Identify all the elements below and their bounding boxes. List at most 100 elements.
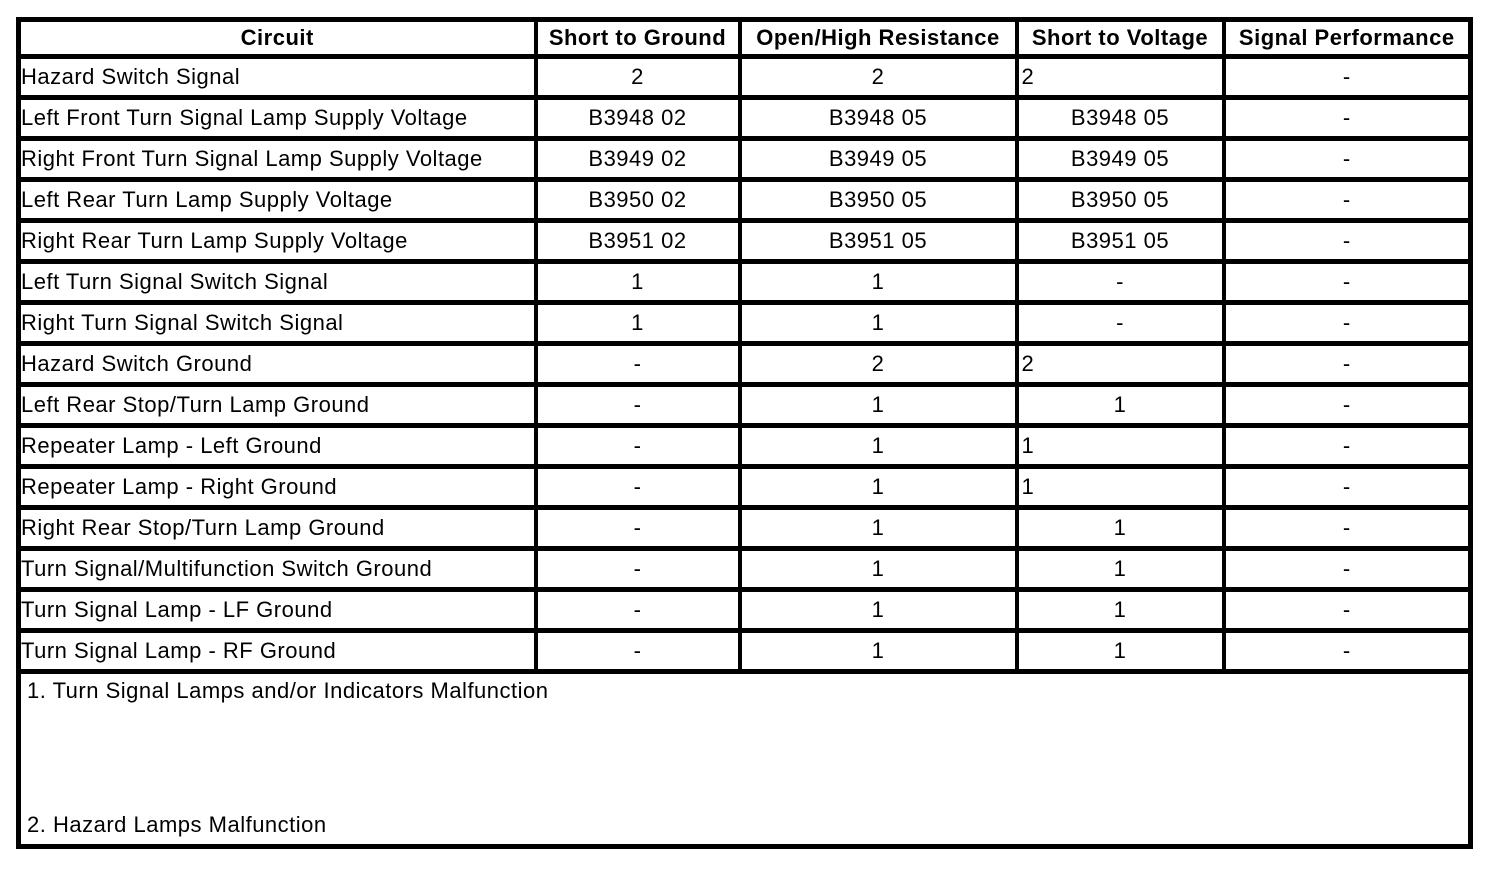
value-cell-signal-performance: - xyxy=(1221,546,1473,592)
table-row: Left Rear Turn Lamp Supply Voltage B3950 … xyxy=(16,177,1473,223)
value-cell-open-high-resistance: 1 xyxy=(737,546,1019,592)
table-row: Turn Signal/Multifunction Switch Ground -… xyxy=(16,546,1473,592)
value-cell-short-to-voltage: - xyxy=(1014,259,1226,305)
circuit-cell: Left Front Turn Signal Lamp Supply Volta… xyxy=(16,95,538,141)
value-cell-signal-performance: - xyxy=(1221,423,1473,469)
value-cell-short-to-ground: - xyxy=(533,341,742,387)
value-cell-short-to-voltage: B3949 05 xyxy=(1014,136,1226,182)
dtc-symptom-table: Circuit Short to Ground Open/High Resistan… xyxy=(16,17,1473,849)
value-cell-open-high-resistance: B3950 05 xyxy=(737,177,1019,223)
value-cell-short-to-voltage: 1 xyxy=(1014,628,1226,674)
value-cell-signal-performance: - xyxy=(1221,218,1473,264)
circuit-cell: Right Turn Signal Switch Signal xyxy=(16,300,538,346)
value-cell-short-to-voltage: B3950 05 xyxy=(1014,177,1226,223)
value-cell-open-high-resistance: 1 xyxy=(737,259,1019,305)
value-cell-signal-performance: - xyxy=(1221,628,1473,674)
value-cell-open-high-resistance: 2 xyxy=(737,54,1019,100)
circuit-cell: Repeater Lamp - Left Ground xyxy=(16,423,538,469)
circuit-cell: Turn Signal/Multifunction Switch Ground xyxy=(16,546,538,592)
value-cell-open-high-resistance: B3951 05 xyxy=(737,218,1019,264)
table-row: Left Rear Stop/Turn Lamp Ground -1 1- xyxy=(16,382,1473,428)
table-row: Hazard Switch Signal 2 2 2- xyxy=(16,54,1473,100)
table-row: Left Front Turn Signal Lamp Supply Volta… xyxy=(16,95,1473,141)
table-header-row: Circuit Short to Ground Open/High Resistan… xyxy=(16,17,1473,59)
value-cell-open-high-resistance: 2 xyxy=(737,341,1019,387)
value-cell-short-to-ground: - xyxy=(533,382,742,428)
value-cell-open-high-resistance: B3948 05 xyxy=(737,95,1019,141)
footnote-2: 2. Hazard Lamps Malfunction xyxy=(27,812,327,837)
value-cell-short-to-ground: - xyxy=(533,423,742,469)
value-cell-open-high-resistance: 1 xyxy=(737,587,1019,633)
column-header-short-to-ground: Short to Ground xyxy=(533,17,742,59)
column-header-circuit: Circuit xyxy=(16,17,538,59)
table-row: Hazard Switch Ground -2 2- xyxy=(16,341,1473,387)
value-cell-open-high-resistance: B3949 05 xyxy=(737,136,1019,182)
column-header-open-high-resistance: Open/High Resistance xyxy=(737,17,1019,59)
table-row: Right Rear Turn Lamp Supply Voltage B3951… xyxy=(16,218,1473,264)
value-cell-short-to-ground: B3948 02 xyxy=(533,95,742,141)
circuit-cell: Hazard Switch Ground xyxy=(16,341,538,387)
value-cell-short-to-ground: - xyxy=(533,628,742,674)
table-row: Repeater Lamp - Left Ground -1 1- xyxy=(16,423,1473,469)
value-cell-short-to-voltage: 1 xyxy=(1014,382,1226,428)
value-cell-signal-performance: - xyxy=(1221,177,1473,223)
value-cell-short-to-ground: 2 xyxy=(533,54,742,100)
circuit-cell: Right Rear Stop/Turn Lamp Ground xyxy=(16,505,538,551)
circuit-cell: Turn Signal Lamp - RF Ground xyxy=(16,628,538,674)
column-header-signal-performance: Signal Performance xyxy=(1221,17,1473,59)
circuit-cell: Left Rear Turn Lamp Supply Voltage xyxy=(16,177,538,223)
value-cell-short-to-ground: - xyxy=(533,464,742,510)
footnotes-container: 1. Turn Signal Lamps and/or Indicators M… xyxy=(23,677,1467,842)
circuit-cell: Right Front Turn Signal Lamp Supply Volt… xyxy=(16,136,538,182)
value-cell-short-to-voltage: 2 xyxy=(1014,341,1226,387)
table-row: Turn Signal Lamp - LF Ground -1 1- xyxy=(16,587,1473,633)
value-cell-signal-performance: - xyxy=(1221,464,1473,510)
value-cell-short-to-ground: - xyxy=(533,546,742,592)
value-cell-short-to-voltage: 2 xyxy=(1014,54,1226,100)
value-cell-short-to-voltage: 1 xyxy=(1014,546,1226,592)
value-cell-open-high-resistance: 1 xyxy=(737,505,1019,551)
value-cell-open-high-resistance: 1 xyxy=(737,628,1019,674)
circuit-cell: Left Turn Signal Switch Signal xyxy=(16,259,538,305)
value-cell-short-to-ground: B3951 02 xyxy=(533,218,742,264)
value-cell-signal-performance: - xyxy=(1221,259,1473,305)
value-cell-short-to-voltage: - xyxy=(1014,300,1226,346)
circuit-cell: Right Rear Turn Lamp Supply Voltage xyxy=(16,218,538,264)
table-row: Right Front Turn Signal Lamp Supply Volt… xyxy=(16,136,1473,182)
value-cell-signal-performance: - xyxy=(1221,300,1473,346)
footer-row: 1. Turn Signal Lamps and/or Indicators M… xyxy=(16,669,1473,849)
circuit-cell: Turn Signal Lamp - LF Ground xyxy=(16,587,538,633)
value-cell-signal-performance: - xyxy=(1221,54,1473,100)
value-cell-signal-performance: - xyxy=(1221,136,1473,182)
table-row: Right Rear Stop/Turn Lamp Ground -1 1- xyxy=(16,505,1473,551)
value-cell-short-to-ground: 1 xyxy=(533,300,742,346)
value-cell-open-high-resistance: 1 xyxy=(737,464,1019,510)
value-cell-open-high-resistance: 1 xyxy=(737,382,1019,428)
table-row: Repeater Lamp - Right Ground -1 1- xyxy=(16,464,1473,510)
circuit-cell: Left Rear Stop/Turn Lamp Ground xyxy=(16,382,538,428)
value-cell-short-to-ground: - xyxy=(533,505,742,551)
table-row: Left Turn Signal Switch Signal 1 1- - xyxy=(16,259,1473,305)
value-cell-short-to-voltage: B3948 05 xyxy=(1014,95,1226,141)
column-header-short-to-voltage: Short to Voltage xyxy=(1014,17,1226,59)
value-cell-short-to-voltage: B3951 05 xyxy=(1014,218,1226,264)
value-cell-signal-performance: - xyxy=(1221,382,1473,428)
footnote-1: 1. Turn Signal Lamps and/or Indicators M… xyxy=(27,678,549,703)
circuit-cell: Hazard Switch Signal xyxy=(16,54,538,100)
value-cell-open-high-resistance: 1 xyxy=(737,300,1019,346)
value-cell-short-to-voltage: 1 xyxy=(1014,587,1226,633)
value-cell-short-to-voltage: 1 xyxy=(1014,464,1226,510)
value-cell-signal-performance: - xyxy=(1221,587,1473,633)
footnotes-cell: 1. Turn Signal Lamps and/or Indicators M… xyxy=(16,669,1473,849)
circuit-cell: Repeater Lamp - Right Ground xyxy=(16,464,538,510)
value-cell-short-to-ground: B3949 02 xyxy=(533,136,742,182)
value-cell-short-to-ground: - xyxy=(533,587,742,633)
value-cell-short-to-voltage: 1 xyxy=(1014,505,1226,551)
value-cell-signal-performance: - xyxy=(1221,341,1473,387)
value-cell-short-to-ground: 1 xyxy=(533,259,742,305)
table-row: Turn Signal Lamp - RF Ground -1 1- xyxy=(16,628,1473,674)
value-cell-open-high-resistance: 1 xyxy=(737,423,1019,469)
value-cell-signal-performance: - xyxy=(1221,95,1473,141)
value-cell-signal-performance: - xyxy=(1221,505,1473,551)
